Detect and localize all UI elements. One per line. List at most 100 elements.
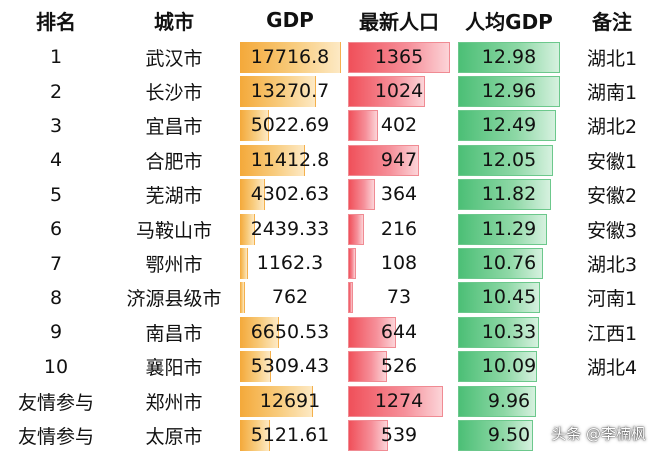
gdp-per-capita-cell: 9.50 xyxy=(454,418,564,452)
city-cell: 襄阳市 xyxy=(145,357,203,380)
city-cell: 合肥市 xyxy=(145,150,203,173)
gdp-per-capita-value: 12.96 xyxy=(481,80,537,103)
note-cell xyxy=(564,384,660,418)
gdp-cell: 762 xyxy=(236,281,344,315)
population-bar xyxy=(348,41,450,73)
city-cell: 长沙市 xyxy=(145,82,203,105)
gdp-bar xyxy=(240,419,270,451)
gdp-per-capita-value: 12.05 xyxy=(481,148,537,171)
gdp-per-capita-bar xyxy=(458,144,553,176)
header-note: 备注 xyxy=(592,9,632,34)
gdp-per-capita-bar xyxy=(458,41,560,73)
gdp-per-capita-cell: 12.05 xyxy=(454,143,564,177)
rank-cell: 8 xyxy=(49,286,63,309)
population-value: 1365 xyxy=(374,45,424,68)
header-gdp: GDP xyxy=(266,8,314,32)
table-body: 1 武汉市 17716.8 1365 12.98 湖北1 2 长沙市 13270.7 1024 12… xyxy=(0,40,660,453)
table-row: 3 宜昌市 5022.69 402 12.49 湖北2 xyxy=(0,109,660,143)
note-cell: 湖南1 xyxy=(586,82,638,105)
population-cell: 1024 xyxy=(344,74,454,108)
population-cell: 108 xyxy=(344,246,454,280)
gdp-per-capita-cell: 10.33 xyxy=(454,315,564,349)
gdp-per-capita-bar xyxy=(458,76,560,108)
population-bar xyxy=(348,110,379,142)
gdp-value: 762 xyxy=(271,286,309,309)
rank-cell: 7 xyxy=(49,252,63,275)
population-value: 108 xyxy=(380,252,418,275)
rank-cell: 5 xyxy=(49,183,63,206)
city-cell: 芜湖市 xyxy=(145,185,203,208)
gdp-value: 5121.61 xyxy=(250,423,330,446)
gdp-cell: 17716.8 xyxy=(236,40,344,74)
gdp-cell: 13270.7 xyxy=(236,74,344,108)
population-bar xyxy=(348,213,365,245)
population-value: 402 xyxy=(380,114,418,137)
city-cell: 武汉市 xyxy=(145,47,203,70)
gdp-per-capita-cell: 12.98 xyxy=(454,40,564,74)
gdp-bar xyxy=(240,213,255,245)
city-cell: 南昌市 xyxy=(145,322,203,345)
gdp-bar xyxy=(240,144,306,176)
gdp-per-capita-bar xyxy=(458,110,557,142)
population-cell: 1365 xyxy=(344,40,454,74)
population-value: 1274 xyxy=(374,389,424,412)
gdp-per-capita-value: 10.09 xyxy=(481,355,537,378)
gdp-value: 17716.8 xyxy=(250,45,330,68)
gdp-per-capita-cell: 10.09 xyxy=(454,350,564,384)
gdp-per-capita-value: 9.50 xyxy=(487,423,531,446)
population-bar xyxy=(348,179,376,211)
gdp-bar xyxy=(240,248,248,280)
table-row: 8 济源县级市 762 73 10.45 河南1 xyxy=(0,281,660,315)
gdp-per-capita-cell: 11.82 xyxy=(454,178,564,212)
gdp-bar xyxy=(240,385,313,417)
gdp-per-capita-value: 11.82 xyxy=(481,183,537,206)
gdp-per-capita-cell: 10.45 xyxy=(454,281,564,315)
table-row: 6 马鞍山市 2439.33 216 11.29 安徽3 xyxy=(0,212,660,246)
population-cell: 539 xyxy=(344,418,454,452)
note-cell: 河南1 xyxy=(586,288,638,311)
population-cell: 644 xyxy=(344,315,454,349)
population-bar xyxy=(348,248,357,280)
header-gdp-per-capita: 人均GDP xyxy=(465,9,553,34)
table-row: 友情参与 郑州市 12691 1274 9.96 xyxy=(0,384,660,418)
rank-cell: 友情参与 xyxy=(17,391,94,414)
table-row: 1 武汉市 17716.8 1365 12.98 湖北1 xyxy=(0,40,660,74)
gdp-per-capita-bar xyxy=(458,385,537,417)
gdp-bar xyxy=(240,179,266,211)
population-bar xyxy=(348,76,425,108)
population-cell: 1274 xyxy=(344,384,454,418)
rank-cell: 2 xyxy=(49,80,63,103)
population-value: 73 xyxy=(386,286,412,309)
gdp-bar xyxy=(240,76,316,108)
gdp-value: 13270.7 xyxy=(250,80,330,103)
gdp-per-capita-cell: 10.76 xyxy=(454,246,564,280)
gdp-per-capita-bar xyxy=(458,419,533,451)
gdp-per-capita-bar xyxy=(458,316,540,348)
gdp-cell: 1162.3 xyxy=(236,246,344,280)
gdp-per-capita-value: 9.96 xyxy=(487,389,531,412)
note-cell: 江西1 xyxy=(586,322,638,345)
note-cell: 湖北2 xyxy=(586,116,638,139)
population-value: 1024 xyxy=(374,80,424,103)
population-bar xyxy=(348,385,444,417)
gdp-cell: 2439.33 xyxy=(236,212,344,246)
note-cell: 湖北3 xyxy=(586,254,638,277)
gdp-per-capita-bar xyxy=(458,282,541,314)
population-cell: 526 xyxy=(344,350,454,384)
gdp-per-capita-value: 11.29 xyxy=(481,217,537,240)
gdp-per-capita-bar xyxy=(458,213,547,245)
rank-cell: 9 xyxy=(49,321,63,344)
population-bar xyxy=(348,419,389,451)
gdp-per-capita-value: 10.33 xyxy=(481,320,537,343)
gdp-bar xyxy=(240,351,271,383)
rank-cell: 1 xyxy=(49,46,63,69)
gdp-per-capita-value: 12.98 xyxy=(481,45,537,68)
population-value: 526 xyxy=(380,355,418,378)
population-cell: 73 xyxy=(344,281,454,315)
city-cell: 宜昌市 xyxy=(145,116,203,139)
gdp-per-capita-value: 10.45 xyxy=(481,286,537,309)
note-cell: 安徽3 xyxy=(586,219,638,242)
gdp-per-capita-cell: 11.29 xyxy=(454,212,564,246)
city-cell: 郑州市 xyxy=(145,391,203,414)
